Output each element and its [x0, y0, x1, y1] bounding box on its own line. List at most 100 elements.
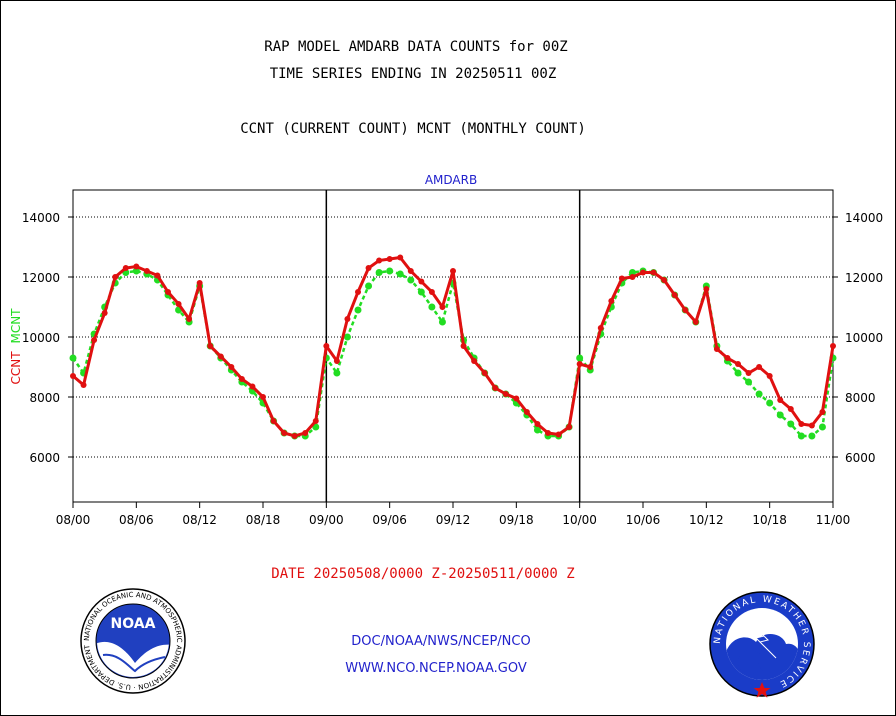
y-tick-label-right: 14000: [845, 211, 883, 225]
data-point-ccnt: [165, 289, 171, 295]
data-point-ccnt: [640, 269, 646, 276]
nws-logo: NATIONAL WEATHER SERVICE: [709, 591, 815, 698]
date-range: DATE 20250508/0000 Z-20250511/0000 Z: [271, 566, 574, 582]
y-tick-label-left: 14000: [22, 211, 60, 225]
x-tick-label: 09/00: [309, 513, 344, 527]
data-point-mcnt: [417, 288, 425, 296]
data-point-ccnt: [766, 373, 773, 379]
data-point-ccnt: [629, 274, 636, 280]
data-point-ccnt: [587, 364, 594, 370]
data-point-ccnt: [355, 289, 361, 295]
data-point-ccnt: [671, 292, 678, 298]
data-point-ccnt: [777, 397, 784, 403]
data-point-ccnt: [703, 286, 710, 292]
y-axis-label: CCNT MCNT: [9, 308, 23, 385]
chart-title: AMDARB: [425, 173, 477, 187]
data-point-ccnt: [365, 265, 372, 271]
url-line: WWW.NCO.NCEP.NOAA.GOV: [345, 661, 527, 676]
data-point-ccnt: [545, 430, 551, 436]
data-point-ccnt: [249, 383, 256, 390]
y-tick-label-left: 10000: [22, 331, 60, 345]
data-point-ccnt: [333, 358, 340, 364]
x-tick-label: 08/18: [246, 513, 281, 527]
data-point-ccnt: [154, 272, 161, 279]
data-point-ccnt: [692, 319, 699, 325]
data-point-ccnt: [418, 278, 425, 285]
x-tick-label: 10/12: [689, 513, 724, 527]
data-point-ccnt: [133, 263, 140, 270]
data-point-ccnt: [713, 346, 720, 352]
data-point-ccnt: [344, 316, 351, 322]
data-point-ccnt: [460, 343, 467, 349]
x-tick-label: 10/18: [752, 513, 787, 527]
data-point-ccnt: [386, 256, 393, 262]
x-tick-label: 11/00: [816, 513, 851, 527]
x-tick-label: 08/12: [182, 513, 217, 527]
data-point-ccnt: [576, 361, 583, 367]
plot-area: 6000 6000 8000 8000 10000 10000 12000 12000 1400…: [22, 189, 883, 527]
noaa-logo-text: NOAA: [111, 616, 156, 632]
x-tick-label: 09/12: [436, 513, 471, 527]
data-point-ccnt: [270, 418, 277, 424]
data-point-ccnt: [217, 353, 224, 360]
data-point-ccnt: [534, 421, 541, 427]
data-point-ccnt: [555, 431, 562, 438]
data-point-ccnt: [70, 373, 76, 379]
data-point-ccnt: [618, 275, 625, 282]
y-tick-label-right: 6000: [845, 451, 876, 465]
data-point-mcnt: [396, 270, 404, 278]
y-tick-label-left: 8000: [29, 391, 60, 405]
x-tick-label: 09/06: [372, 513, 407, 527]
data-point-ccnt: [196, 280, 203, 286]
data-point-ccnt: [745, 370, 752, 376]
data-point-mcnt: [628, 269, 636, 276]
x-tick-label: 08/00: [56, 513, 91, 527]
data-point-mcnt: [333, 369, 341, 377]
data-point-ccnt: [91, 337, 98, 343]
data-point-ccnt: [471, 358, 478, 364]
data-point-ccnt: [819, 409, 826, 415]
data-point-ccnt: [724, 355, 731, 361]
data-point-ccnt: [450, 268, 456, 274]
data-point-mcnt: [745, 378, 753, 386]
data-point-ccnt: [682, 307, 689, 313]
chart-header-line1: RAP MODEL AMDARB DATA COUNTS for 00Z: [264, 39, 567, 55]
data-point-mcnt: [787, 420, 795, 428]
data-point-mcnt: [797, 432, 805, 440]
data-point-ccnt: [650, 269, 657, 276]
data-point-ccnt: [661, 277, 668, 283]
data-point-mcnt: [375, 269, 383, 276]
data-point-ccnt: [207, 343, 214, 349]
x-tick-label: 10/00: [562, 513, 597, 527]
data-point-ccnt: [101, 310, 108, 316]
data-point-ccnt: [428, 289, 435, 295]
chart-header-line3: CCNT (CURRENT COUNT) MCNT (MONTHLY COUNT…: [240, 121, 586, 137]
data-point-ccnt: [260, 394, 266, 400]
y-label-mcnt: MCNT: [9, 308, 23, 344]
data-point-ccnt: [122, 265, 129, 271]
data-point-mcnt: [354, 306, 362, 314]
x-tick-label: 08/06: [119, 513, 154, 527]
org-line: DOC/NOAA/NWS/NCEP/NCO: [351, 634, 530, 649]
y-tick-label-left: 12000: [22, 271, 60, 285]
data-point-ccnt: [80, 382, 87, 388]
y-tick-label-right: 8000: [845, 391, 876, 405]
data-point-ccnt: [566, 424, 573, 430]
data-point-mcnt: [343, 333, 351, 341]
data-point-ccnt: [291, 433, 298, 439]
y-label-ccnt: CCNT: [9, 351, 23, 385]
data-point-ccnt: [186, 316, 193, 322]
data-point-ccnt: [798, 421, 805, 427]
data-point-ccnt: [735, 361, 741, 367]
data-point-mcnt: [576, 354, 584, 362]
data-point-ccnt: [238, 376, 245, 382]
data-point-ccnt: [597, 325, 604, 331]
data-point-ccnt: [830, 343, 836, 349]
data-point-mcnt: [438, 318, 446, 326]
data-point-ccnt: [756, 364, 763, 370]
y-tick-label-right: 12000: [845, 271, 883, 285]
data-point-mcnt: [755, 390, 763, 398]
data-point-ccnt: [112, 274, 119, 280]
data-point-ccnt: [323, 343, 330, 349]
